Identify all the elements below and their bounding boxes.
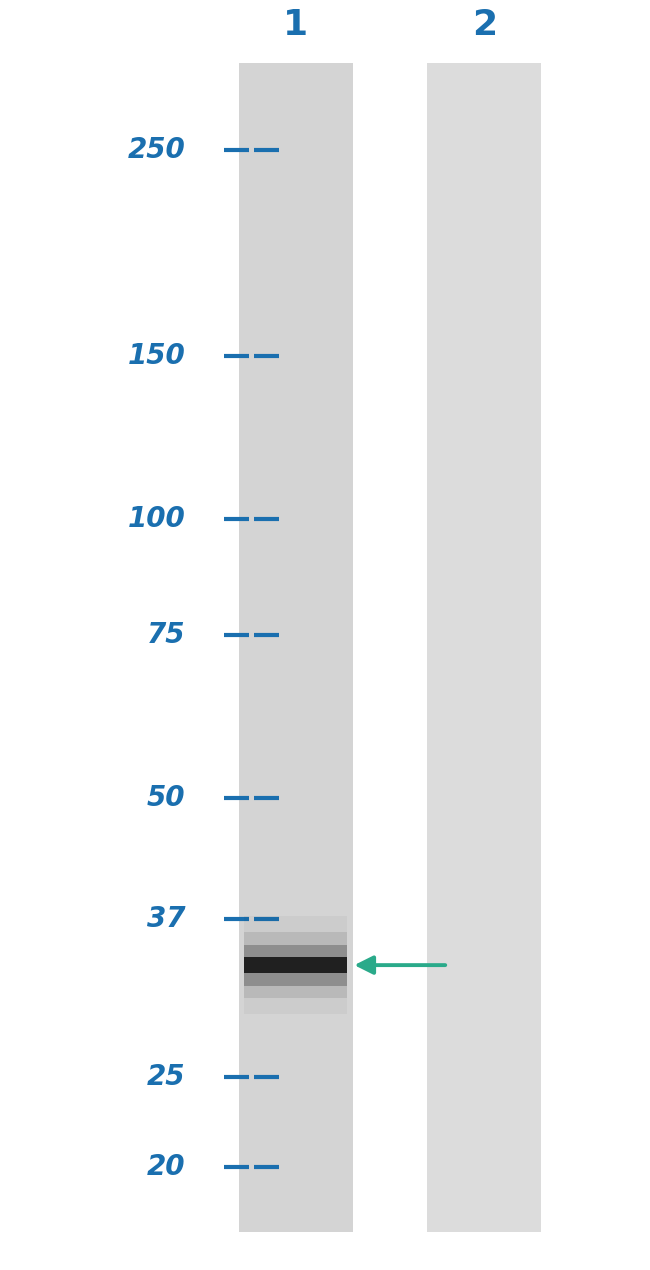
Bar: [428, 64, 541, 1232]
Text: 20: 20: [147, 1153, 185, 1181]
Text: 75: 75: [147, 621, 185, 649]
Text: 250: 250: [127, 136, 185, 164]
Bar: [244, 956, 347, 973]
Text: 50: 50: [147, 784, 185, 812]
Bar: [244, 932, 347, 998]
Text: 150: 150: [127, 342, 185, 370]
Text: 25: 25: [147, 1063, 185, 1091]
Text: 1: 1: [283, 8, 308, 42]
Bar: [244, 945, 347, 986]
Text: 37: 37: [147, 906, 185, 933]
Bar: [239, 64, 352, 1232]
Bar: [244, 916, 347, 1015]
Text: 2: 2: [472, 8, 497, 42]
Text: 100: 100: [127, 505, 185, 533]
